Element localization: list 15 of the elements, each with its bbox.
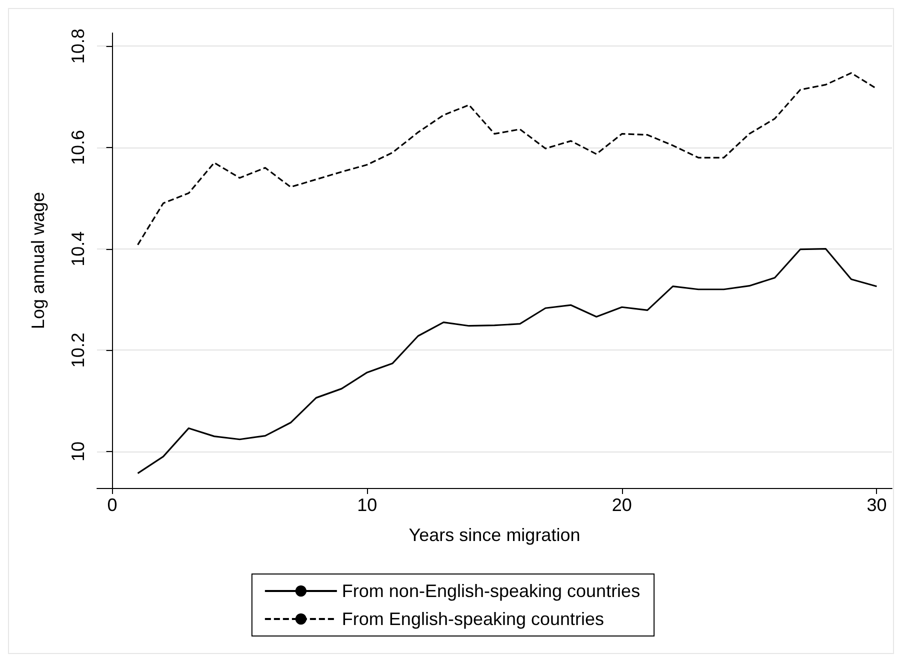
x-tick-label: 10 bbox=[357, 495, 378, 515]
y-tick-label: 10.2 bbox=[68, 332, 88, 368]
y-tick-label: 10.6 bbox=[68, 130, 88, 166]
line-series bbox=[136, 248, 878, 474]
legend-label: From English-speaking countries bbox=[342, 609, 604, 629]
line-series bbox=[136, 72, 878, 246]
legend-label: From non-English-speaking countries bbox=[342, 581, 640, 601]
x-axis-title: Years since migration bbox=[408, 525, 580, 545]
x-tick-label: 20 bbox=[612, 495, 632, 515]
y-tick-label: 10.4 bbox=[68, 231, 88, 266]
x-tick-label: 0 bbox=[107, 495, 118, 515]
y-axis-title: Log annual wage bbox=[28, 192, 48, 330]
x-tick-label: 30 bbox=[866, 495, 887, 515]
y-tick-label: 10 bbox=[68, 442, 88, 462]
y-tick-label: 10.8 bbox=[68, 28, 88, 64]
